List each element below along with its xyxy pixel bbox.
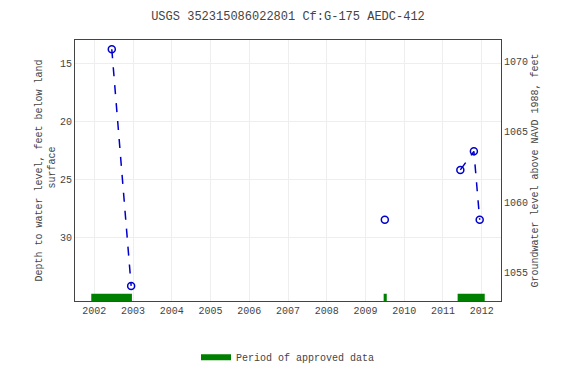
svg-text:2002: 2002	[82, 306, 106, 317]
svg-text:2008: 2008	[315, 306, 339, 317]
svg-text:2004: 2004	[160, 306, 184, 317]
svg-text:Period of approved data: Period of approved data	[236, 353, 374, 364]
svg-text:1070: 1070	[504, 57, 528, 68]
svg-text:2005: 2005	[199, 306, 223, 317]
svg-text:2012: 2012	[470, 306, 494, 317]
svg-text:1060: 1060	[504, 198, 528, 209]
svg-text:30: 30	[60, 233, 72, 244]
svg-text:25: 25	[60, 175, 72, 186]
svg-text:1055: 1055	[504, 268, 528, 279]
svg-text:Groundwater level above NAVD 1: Groundwater level above NAVD 1988, feet	[530, 53, 541, 287]
svg-text:2009: 2009	[353, 306, 377, 317]
svg-text:Depth to water level, feet bel: Depth to water level, feet below land su…	[34, 59, 58, 281]
svg-text:2007: 2007	[276, 306, 300, 317]
svg-text:15: 15	[60, 59, 72, 70]
svg-text:1065: 1065	[504, 127, 528, 138]
svg-text:2003: 2003	[121, 306, 145, 317]
svg-text:USGS 352315086022801 Cf:G-175: USGS 352315086022801 Cf:G-175 AEDC-412	[151, 10, 425, 24]
svg-text:2011: 2011	[431, 306, 455, 317]
svg-text:20: 20	[60, 117, 72, 128]
svg-text:2010: 2010	[392, 306, 416, 317]
svg-text:2006: 2006	[237, 306, 261, 317]
